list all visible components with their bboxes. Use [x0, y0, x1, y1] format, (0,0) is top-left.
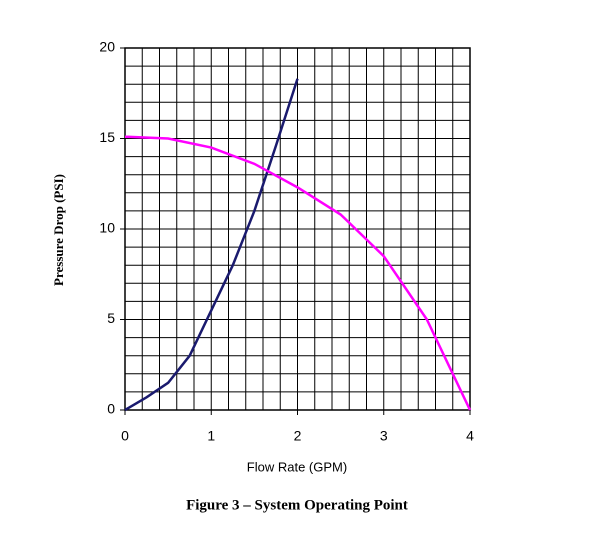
caption: Figure 3 – System Operating Point — [186, 497, 408, 513]
y-tick-label: 0 — [107, 401, 115, 417]
x-axis-label: Flow Rate (GPM) — [247, 459, 347, 474]
plot-frame — [124, 47, 471, 411]
y-tick-label: 10 — [99, 220, 115, 236]
x-tick-label: 4 — [466, 428, 474, 444]
series-line — [124, 135, 472, 411]
x-tick-label: 1 — [207, 428, 215, 444]
y-tick-label: 15 — [99, 129, 115, 145]
x-tick-label: 2 — [294, 428, 302, 444]
y-tick-label: 20 — [99, 39, 115, 55]
series-line — [124, 78, 299, 412]
x-tick-label: 0 — [121, 428, 129, 444]
y-tick-label: 5 — [107, 310, 115, 326]
x-tick-label: 3 — [380, 428, 388, 444]
y-axis-label: Pressure Drop (PSI) — [51, 174, 66, 286]
